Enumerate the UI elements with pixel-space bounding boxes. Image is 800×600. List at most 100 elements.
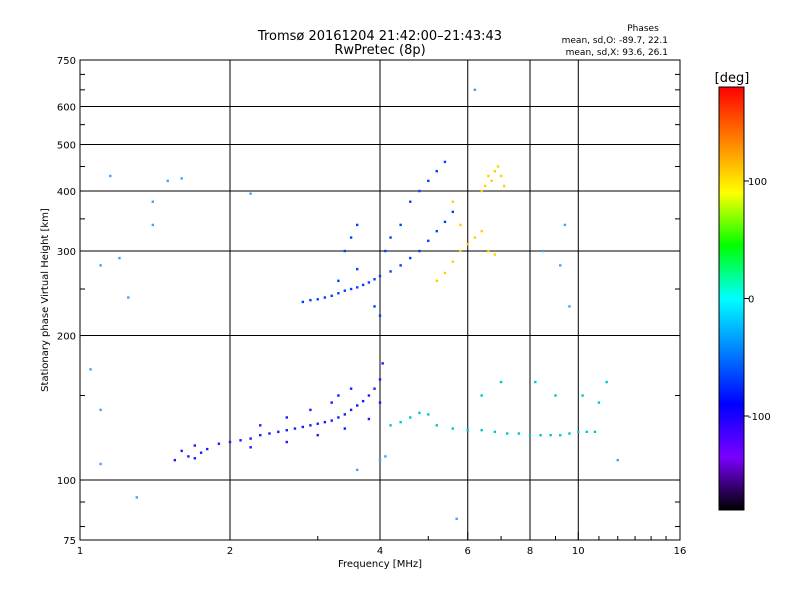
data-point <box>585 430 588 434</box>
data-point <box>249 192 252 195</box>
data-point <box>135 496 138 499</box>
data-point <box>349 287 353 291</box>
data-point <box>285 429 288 432</box>
data-point <box>373 305 376 308</box>
data-point <box>549 433 552 437</box>
chart-title-line1: Tromsø 20161204 21:42:00–21:43:43 <box>257 29 502 44</box>
data-point <box>517 432 521 435</box>
data-point <box>259 433 262 437</box>
data-point <box>490 179 493 183</box>
data-point <box>99 408 102 412</box>
data-point <box>337 279 340 283</box>
data-point <box>373 387 376 390</box>
data-point <box>563 223 567 227</box>
data-point <box>568 305 571 308</box>
data-point <box>384 455 387 458</box>
y-tick-label: 400 <box>57 187 76 198</box>
data-point <box>355 286 359 289</box>
chart-title-line2: RwPretec (8p) <box>334 43 425 58</box>
data-point <box>166 179 169 183</box>
data-point <box>301 300 305 304</box>
data-point <box>330 294 333 297</box>
data-point <box>473 88 477 92</box>
data-point <box>367 394 371 397</box>
data-point <box>180 449 183 453</box>
data-point <box>337 416 340 419</box>
data-point <box>409 416 412 419</box>
data-point <box>409 200 412 203</box>
y-tick-label: 600 <box>57 103 76 114</box>
data-point <box>487 174 490 178</box>
data-point <box>293 427 297 430</box>
x-tick-label: 6 <box>465 546 471 557</box>
data-point <box>399 264 402 267</box>
phases-o-line: mean, sd,O: -89.7, 22.1 <box>562 36 668 46</box>
data-point <box>466 242 469 246</box>
data-point <box>330 419 333 422</box>
data-point <box>541 249 545 253</box>
data-point <box>205 447 209 451</box>
data-point <box>451 210 455 214</box>
data-point <box>435 229 438 233</box>
data-point <box>99 462 102 466</box>
colorbar-tick-label: 100 <box>748 177 767 188</box>
data-point <box>399 223 402 227</box>
data-point <box>109 174 112 178</box>
data-point <box>173 458 177 462</box>
y-tick-label: 750 <box>57 56 76 67</box>
colorbar-ticks: 100 0 -100 <box>744 177 771 423</box>
y-tick-label: 200 <box>57 332 76 343</box>
data-point <box>389 270 392 273</box>
data-point <box>605 380 608 384</box>
data-point <box>427 413 430 416</box>
x-tick-label: 10 <box>572 546 585 557</box>
data-point <box>355 267 359 271</box>
data-point <box>309 408 312 412</box>
data-point <box>378 401 382 404</box>
data-point <box>361 283 365 287</box>
data-point <box>399 420 402 424</box>
data-point <box>534 380 537 384</box>
data-point <box>355 404 359 407</box>
data-point <box>435 169 438 173</box>
data-point <box>337 394 340 397</box>
data-point <box>180 177 183 180</box>
data-point <box>89 368 92 371</box>
x-tick-label: 4 <box>377 546 383 557</box>
colorbar-tick-label: -100 <box>748 412 771 423</box>
data-point <box>301 425 305 429</box>
data-point <box>127 296 130 299</box>
data-points <box>89 88 619 521</box>
data-point <box>427 239 430 243</box>
data-point <box>499 380 503 384</box>
data-point <box>277 430 280 434</box>
x-tick-label: 8 <box>527 546 533 557</box>
colorbar-tick-label: 0 <box>748 295 754 306</box>
data-point <box>480 189 483 193</box>
data-point <box>577 430 580 434</box>
data-point <box>330 401 333 404</box>
data-point <box>193 457 197 460</box>
x-axis-label: Frequency [MHz] <box>338 559 422 570</box>
data-point <box>285 416 288 419</box>
data-point <box>418 249 421 253</box>
data-point <box>443 271 447 275</box>
data-point <box>554 394 557 397</box>
data-point <box>193 444 197 447</box>
data-point <box>443 220 447 224</box>
data-point <box>459 223 462 227</box>
data-point <box>199 451 203 454</box>
axis-ticks: 1 2 4 6 8 10 16 75 100 200 300 400 500 600 750 <box>57 56 686 557</box>
x-tick-label: 1 <box>77 546 83 557</box>
data-point <box>539 433 542 437</box>
data-point <box>99 264 102 267</box>
y-tick-label: 300 <box>57 247 76 258</box>
data-point <box>217 442 221 445</box>
data-point <box>459 249 462 253</box>
data-point <box>378 378 382 381</box>
data-point <box>349 387 353 390</box>
data-point <box>480 229 483 233</box>
grid-lines <box>80 60 680 540</box>
phases-x-line: mean, sd,X: 93.6, 26.1 <box>566 48 668 58</box>
